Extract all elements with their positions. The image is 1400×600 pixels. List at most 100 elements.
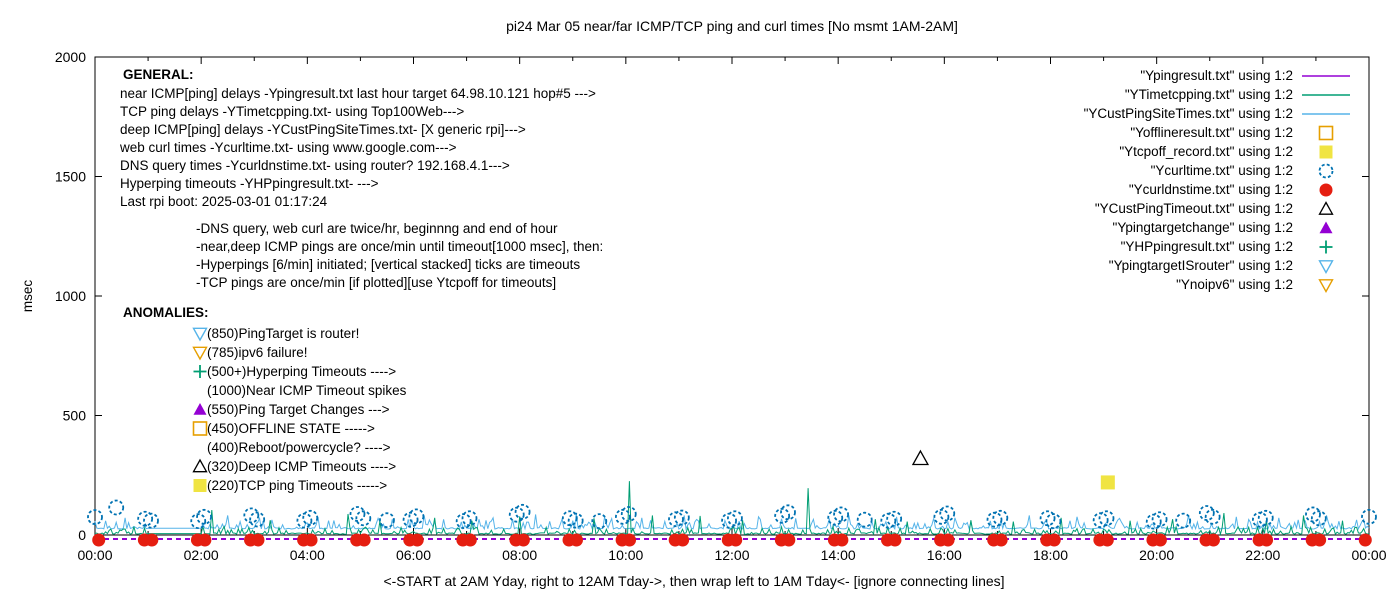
- anomaly-item: (400)Reboot/powercycle? ---->: [207, 440, 391, 455]
- circle-open-marker: [1318, 163, 1334, 179]
- legend-label: "YHPpingresult.txt" using 1:2: [1121, 239, 1293, 254]
- circle-open-marker: [514, 503, 531, 520]
- anomaly-text: (1000)Near ICMP Timeout spikes: [207, 383, 407, 398]
- circle-filled-marker: [835, 533, 849, 547]
- circle-open-marker: [355, 510, 372, 527]
- circle-filled-marker: [941, 533, 955, 547]
- circle-open-marker: [1175, 512, 1192, 529]
- circle-open-marker: [727, 510, 743, 527]
- x-tick-label: 00:00: [77, 547, 112, 563]
- legend-label: "Ycurltime.txt" using 1:2: [1151, 163, 1293, 178]
- circle-open-marker: [196, 508, 212, 525]
- legend-entry: "YHPpingresult.txt" using 1:2: [1121, 239, 1333, 254]
- general-heading: GENERAL:: [123, 67, 194, 82]
- legend-label: "Ytcpoff_record.txt" using 1:2: [1119, 144, 1293, 159]
- circle-filled-marker: [1260, 533, 1274, 547]
- general-indented-line: -near,deep ICMP pings are once/min until…: [196, 239, 603, 254]
- circle-open-marker: [302, 509, 319, 526]
- circle-filled-marker: [569, 533, 583, 547]
- circle-open-marker: [856, 511, 873, 528]
- general-line: deep ICMP[ping] delays -YCustPingSiteTim…: [120, 122, 526, 137]
- anomaly-item: (1000)Near ICMP Timeout spikes: [207, 383, 407, 398]
- square-open-marker: [1318, 125, 1334, 141]
- y-tick-label: 2000: [55, 49, 86, 65]
- legend-entry: "Ycurldnstime.txt" using 1:2: [1129, 182, 1333, 197]
- circle-open-marker: [833, 506, 849, 523]
- legend-label: "YCustPingSiteTimes.txt" using 1:2: [1084, 106, 1293, 121]
- plot-series: [87, 449, 1377, 547]
- x-tick-label: 18:00: [1033, 547, 1068, 563]
- circle-filled-marker: [145, 533, 159, 547]
- square-filled-marker: [193, 479, 207, 492]
- anomaly-text: (785)ipv6 failure!: [207, 345, 308, 360]
- x-tick-label: 04:00: [290, 547, 325, 563]
- anomaly-text: (400)Reboot/powercycle? ---->: [207, 440, 391, 455]
- plus-marker: [193, 365, 207, 378]
- square-open-marker: [192, 421, 208, 436]
- y-tick-label: 1500: [55, 169, 86, 185]
- circle-open-marker: [87, 509, 103, 525]
- circle-open-marker: [992, 509, 1009, 526]
- circle-open-marker: [108, 499, 125, 516]
- legend-label: "YCustPingTimeout.txt" using 1:2: [1095, 201, 1293, 216]
- general-line: TCP ping delays -YTimetcpping.txt- using…: [120, 104, 464, 119]
- anomaly-text: (320)Deep ICMP Timeouts ---->: [207, 459, 396, 474]
- circle-filled-marker: [623, 533, 637, 547]
- circle-open-marker: [349, 506, 366, 522]
- circle-open-marker: [591, 513, 608, 530]
- y-axis-label: msec: [20, 280, 35, 313]
- square-filled-marker: [1100, 475, 1115, 490]
- legend-entry: "Ynoipv6" using 1:2: [1176, 277, 1334, 293]
- circle-filled-marker: [516, 533, 530, 547]
- circle-open-marker: [774, 507, 791, 524]
- circle-open-marker: [249, 511, 266, 528]
- series-tcp-ping-line: [94, 481, 1370, 537]
- general-line: web curl times -Ycurltime.txt- using www…: [119, 140, 457, 155]
- circle-open-marker: [939, 505, 956, 522]
- circle-open-marker: [1310, 510, 1327, 527]
- circle-open-marker: [461, 510, 478, 527]
- circle-open-marker: [190, 513, 207, 530]
- legend-entry: "Ytcpoff_record.txt" using 1:2: [1119, 144, 1333, 159]
- anomaly-text: (550)Ping Target Changes --->: [207, 402, 390, 417]
- general-line: DNS query times -Ycurldnstime.txt- using…: [120, 158, 510, 173]
- general-indented-line: -TCP pings are once/min [if plotted][use…: [196, 275, 556, 290]
- x-tick-label: 22:00: [1245, 547, 1280, 563]
- circle-open-marker: [933, 508, 950, 525]
- circle-filled-marker: [888, 533, 902, 547]
- anomaly-text: (500+)Hyperping Timeouts ---->: [207, 364, 396, 379]
- legend-entry: "YCustPingTimeout.txt" using 1:2: [1095, 201, 1334, 216]
- plus-marker: [1319, 240, 1333, 254]
- x-tick-label: 10:00: [608, 547, 643, 563]
- anomaly-item: (320)Deep ICMP Timeouts ---->: [192, 458, 396, 474]
- triangle-down-open-marker: [1318, 279, 1334, 293]
- triangle-down-open-marker: [1318, 260, 1334, 274]
- annotation-notes: GENERAL: ANOMALIES: near ICMP[ping] dela…: [119, 67, 603, 493]
- circle-filled-marker: [1358, 533, 1372, 547]
- circle-open-marker: [1204, 508, 1221, 525]
- circle-filled-marker: [1319, 183, 1333, 197]
- anomaly-text: (850)PingTarget is router!: [207, 326, 359, 341]
- circle-open-marker: [620, 506, 637, 522]
- legend-label: "YpingtargetISrouter" using 1:2: [1109, 258, 1293, 273]
- circle-filled-marker: [994, 533, 1008, 547]
- anomaly-item: (785)ipv6 failure!: [192, 345, 308, 361]
- general-line: Last rpi boot: 2025-03-01 01:17:24: [120, 194, 328, 209]
- circle-open-marker: [1257, 509, 1274, 526]
- triangle-open-marker: [911, 449, 930, 466]
- circle-open-marker: [379, 512, 395, 529]
- legend-entry: "Ypingtargetchange" using 1:2: [1113, 220, 1333, 235]
- chart-title: pi24 Mar 05 near/far ICMP/TCP ping and c…: [506, 18, 958, 34]
- circle-filled-marker: [676, 533, 690, 547]
- y-tick-label: 1000: [55, 288, 86, 304]
- x-tick-label: 06:00: [396, 547, 431, 563]
- circle-filled-marker: [1206, 533, 1220, 547]
- general-indented-line: -Hyperpings [6/min] initiated; [vertical…: [196, 257, 580, 272]
- anomaly-item: (850)PingTarget is router!: [192, 326, 359, 342]
- anomaly-item: (500+)Hyperping Timeouts ---->: [193, 364, 396, 379]
- circle-open-marker: [1098, 510, 1115, 527]
- x-tick-label: 20:00: [1139, 547, 1174, 563]
- circle-filled-marker: [410, 533, 424, 547]
- anomaly-item: (450)OFFLINE STATE ----->: [192, 421, 375, 436]
